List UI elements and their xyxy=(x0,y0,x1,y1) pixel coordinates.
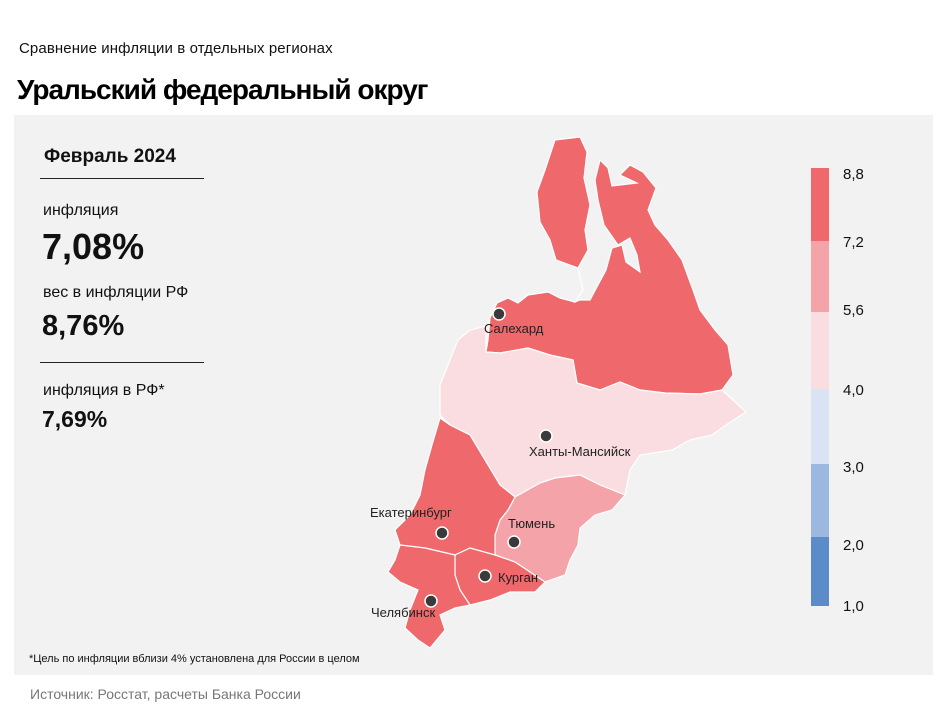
legend-bin-1-2 xyxy=(811,537,829,606)
divider-top xyxy=(40,178,204,179)
chart-title: Уральский федеральный округ xyxy=(17,74,428,105)
weight-label: вес в инфляции РФ xyxy=(43,284,189,301)
period-label: Февраль 2024 xyxy=(44,146,176,167)
legend-colorbar xyxy=(811,168,829,606)
legend-bin-3-4 xyxy=(811,389,829,464)
inflation-value: 7,08% xyxy=(42,226,145,267)
city-kurgan-label: Курган xyxy=(498,570,538,585)
legend-bin-5-6-7-2 xyxy=(811,241,829,312)
city-chelyabinsk-label: Челябинск xyxy=(371,605,435,620)
city-salekhard-marker xyxy=(492,307,506,321)
rf-inflation-label: инфляция в РФ* xyxy=(43,382,165,399)
city-yekaterinburg-label: Екатеринбург xyxy=(370,505,452,520)
region-khanty-mansi xyxy=(439,325,747,498)
city-khanty-mansiysk-label: Ханты-Мансийск xyxy=(529,444,631,459)
source-text: Источник: Росстат, расчеты Банка России xyxy=(30,686,301,702)
rf-inflation-value: 7,69% xyxy=(42,406,108,432)
legend-tick-1: 1,0 xyxy=(843,598,864,615)
legend-tick-6: 7,2 xyxy=(843,234,864,251)
city-khanty-mansiysk-marker xyxy=(539,429,553,443)
city-tyumen-label: Тюмень xyxy=(508,516,555,531)
legend-tick-4: 4,0 xyxy=(843,382,864,399)
legend-tick-2: 2,0 xyxy=(843,537,864,554)
city-yekaterinburg-marker xyxy=(435,526,449,540)
footnote: *Цель по инфляции вблизи 4% установлена … xyxy=(29,653,360,665)
chart-supertitle: Сравнение инфляции в отдельных регионах xyxy=(19,40,333,57)
legend-bin-4-5-6 xyxy=(811,312,829,389)
city-tyumen-marker xyxy=(507,535,521,549)
legend-bin-7-2-8-8 xyxy=(811,168,829,241)
legend-tick-3: 3,0 xyxy=(843,459,864,476)
legend-tick-7: 8,8 xyxy=(843,166,864,183)
divider-bottom xyxy=(40,362,204,363)
city-salekhard-label: Салехард xyxy=(484,321,544,336)
legend-tick-5: 5,6 xyxy=(843,302,864,319)
legend-bin-2-3 xyxy=(811,464,829,537)
weight-value: 8,76% xyxy=(42,310,125,342)
region-yamalo-nenets xyxy=(485,136,734,395)
inflation-label: инфляция xyxy=(43,202,119,219)
city-chelyabinsk-marker xyxy=(424,594,438,608)
city-kurgan-marker xyxy=(478,569,492,583)
